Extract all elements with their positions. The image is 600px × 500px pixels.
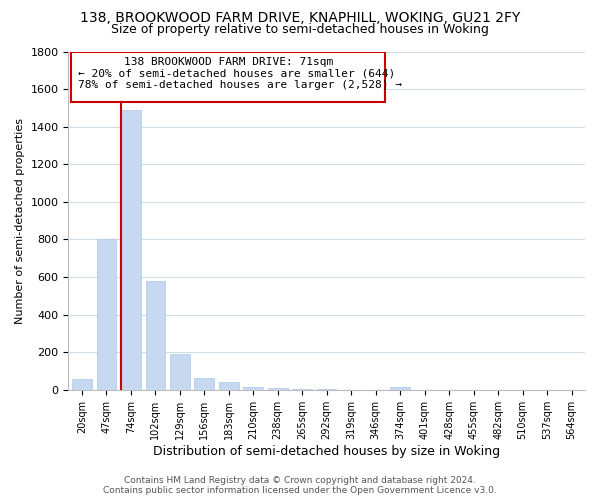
X-axis label: Distribution of semi-detached houses by size in Woking: Distribution of semi-detached houses by … <box>153 444 500 458</box>
Text: ← 20% of semi-detached houses are smaller (644): ← 20% of semi-detached houses are smalle… <box>78 68 395 78</box>
Bar <box>72 378 92 390</box>
Text: 138, BROOKWOOD FARM DRIVE, KNAPHILL, WOKING, GU21 2FY: 138, BROOKWOOD FARM DRIVE, KNAPHILL, WOK… <box>80 11 520 25</box>
Bar <box>244 387 263 390</box>
Bar <box>170 354 190 390</box>
Bar <box>292 389 312 390</box>
Y-axis label: Number of semi-detached properties: Number of semi-detached properties <box>15 118 25 324</box>
Bar <box>219 382 239 390</box>
Text: Contains HM Land Registry data © Crown copyright and database right 2024.
Contai: Contains HM Land Registry data © Crown c… <box>103 476 497 495</box>
FancyBboxPatch shape <box>71 52 385 102</box>
Bar <box>268 388 287 390</box>
Text: 78% of semi-detached houses are larger (2,528) →: 78% of semi-detached houses are larger (… <box>78 80 402 90</box>
Bar <box>391 387 410 390</box>
Bar <box>97 240 116 390</box>
Text: 138 BROOKWOOD FARM DRIVE: 71sqm: 138 BROOKWOOD FARM DRIVE: 71sqm <box>124 57 333 67</box>
Text: Size of property relative to semi-detached houses in Woking: Size of property relative to semi-detach… <box>111 22 489 36</box>
Bar <box>146 281 165 390</box>
Bar <box>121 110 140 390</box>
Bar <box>194 378 214 390</box>
